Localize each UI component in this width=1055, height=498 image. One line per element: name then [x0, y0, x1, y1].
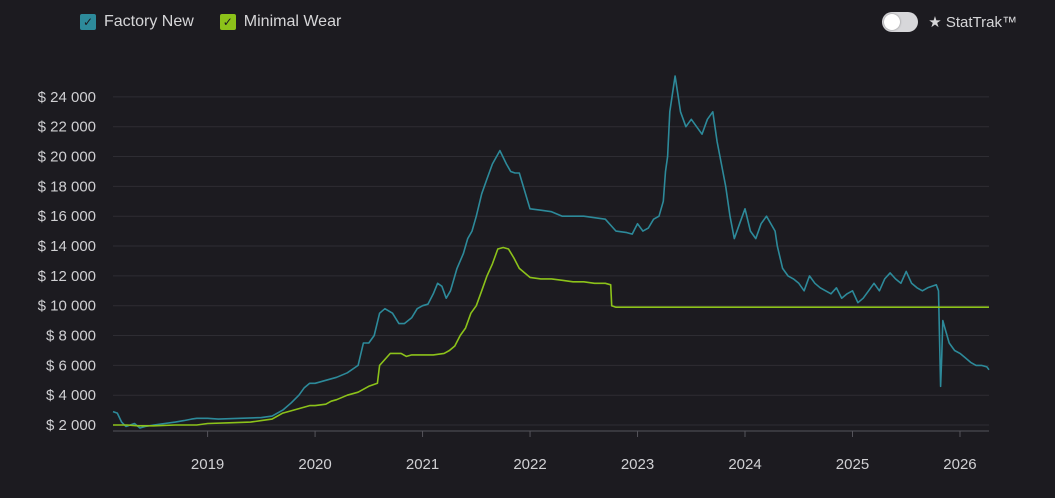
legend-item-factory-new[interactable]: ✓ Factory New — [80, 13, 194, 31]
x-tick-label: 2019 — [191, 456, 224, 473]
toggle-knob — [884, 14, 901, 30]
x-tick-label: 2020 — [298, 456, 331, 473]
legend-label-minimal-wear: Minimal Wear — [243, 13, 342, 30]
y-tick-label: $ 20 000 — [38, 149, 96, 166]
y-tick-label: $ 6 000 — [46, 357, 96, 374]
stattrak-label: ★ StatTrak™ — [928, 14, 1017, 31]
x-axis: 2019 2020 2021 2022 2023 2024 2025 2026 — [113, 430, 989, 473]
y-tick-label: $ 18 000 — [38, 178, 96, 195]
series-line-factory-new — [112, 75, 990, 429]
stattrak-toggle-group: ★ StatTrak™ — [882, 12, 1017, 32]
legend-label-factory-new: Factory New — [104, 13, 194, 30]
y-axis: $ 2 000 $ 4 000 $ 6 000 $ 8 000 $ 10 000 $ 12… — [38, 89, 96, 434]
legend-item-minimal-wear[interactable]: ✓ Minimal Wear — [219, 13, 342, 31]
series-line-minimal-wear — [113, 246, 989, 427]
y-tick-label: $ 16 000 — [38, 208, 96, 225]
x-tick-label: 2023 — [621, 456, 654, 473]
y-tick-label: $ 10 000 — [38, 298, 96, 315]
chart-grid — [113, 96, 989, 426]
y-tick-label: $ 8 000 — [46, 328, 96, 345]
y-tick-label: $ 2 000 — [46, 417, 96, 434]
chart-legend: ✓ Factory New ✓ Minimal Wear — [80, 13, 341, 31]
y-tick-label: $ 22 000 — [38, 119, 96, 136]
checkbox-checked-icon[interactable]: ✓ — [80, 14, 96, 30]
y-tick-label: $ 12 000 — [38, 268, 96, 285]
plot-area — [112, 75, 990, 429]
y-tick-label: $ 14 000 — [38, 238, 96, 255]
x-tick-label: 2021 — [406, 456, 439, 473]
stattrak-toggle[interactable] — [882, 12, 919, 32]
checkbox-checked-icon[interactable]: ✓ — [219, 14, 236, 30]
y-tick-label: $ 4 000 — [46, 387, 96, 404]
x-tick-label: 2024 — [728, 456, 761, 473]
x-tick-label: 2022 — [513, 456, 546, 473]
y-tick-label: $ 24 000 — [38, 89, 96, 106]
x-tick-label: 2025 — [836, 456, 869, 473]
x-tick-label: 2026 — [943, 456, 976, 473]
